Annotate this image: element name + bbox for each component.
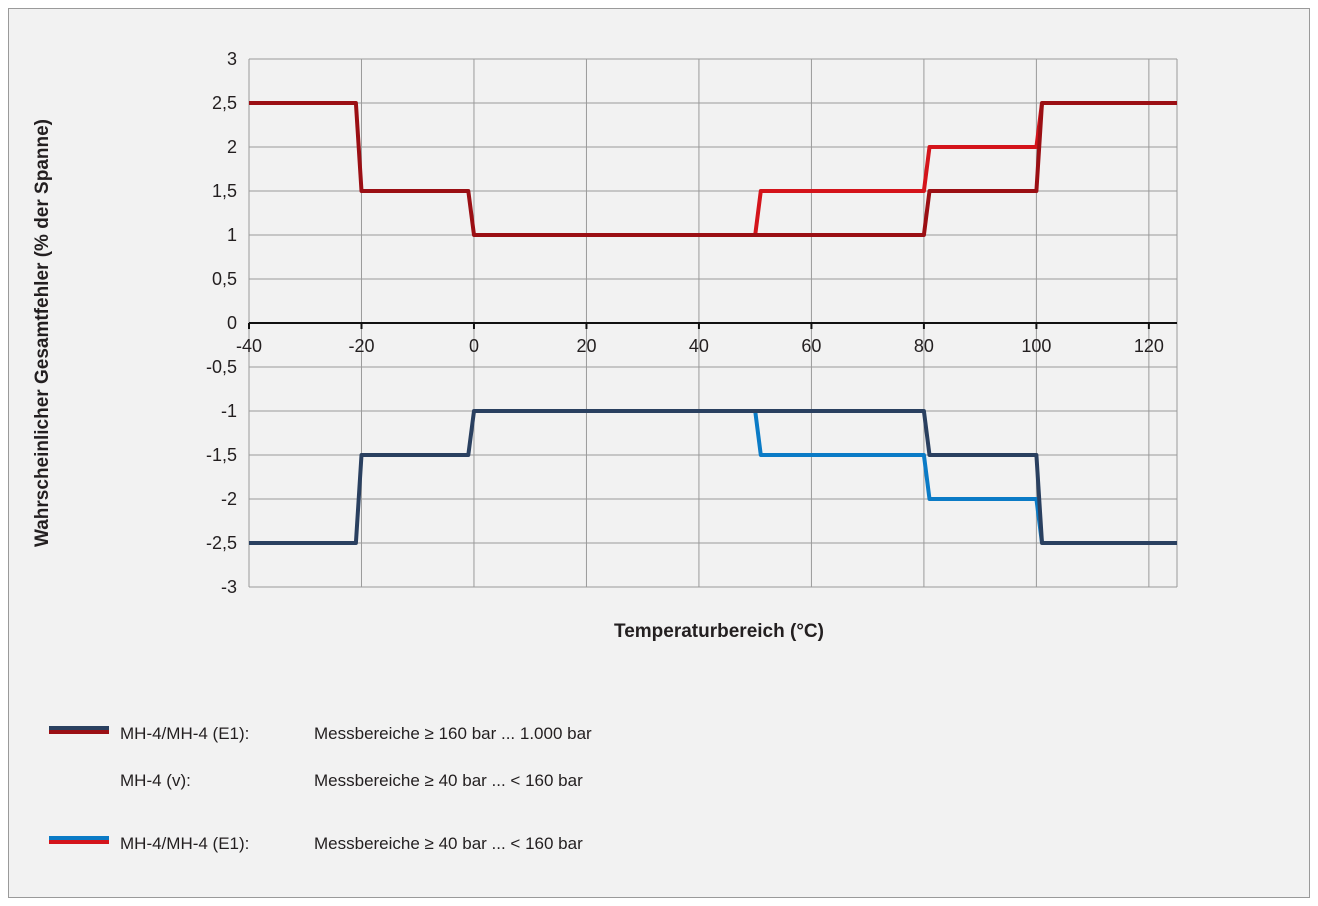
x-tick-label: 120 bbox=[1134, 336, 1164, 356]
y-tick-label: 1 bbox=[227, 225, 237, 245]
legend-label-1: MH-4/MH-4 (E1): bbox=[120, 724, 250, 743]
legend-range-3: Messbereiche ≥ 40 bar ... < 160 bar bbox=[314, 834, 583, 853]
x-axis-title: Temperaturbereich (°C) bbox=[614, 621, 824, 642]
legend-swatch-light bbox=[49, 836, 109, 844]
legend-label-3: MH-4/MH-4 (E1): bbox=[120, 834, 250, 853]
x-tick-label: -40 bbox=[236, 336, 262, 356]
legend-range-2: Messbereiche ≥ 40 bar ... < 160 bar bbox=[314, 771, 583, 790]
x-tick-label: 60 bbox=[801, 336, 821, 356]
y-tick-label: -1,5 bbox=[206, 445, 237, 465]
y-tick-label: -0,5 bbox=[206, 357, 237, 377]
swatch-darkred bbox=[49, 730, 109, 734]
line-chart: 3 2,5 2 1,5 1 0,5 0 -0,5 -1 -1,5 -2 -2,5 -3 -40 -20 0 20… bbox=[32, 49, 1178, 642]
swatch-blue bbox=[49, 836, 109, 840]
x-tick-label: 20 bbox=[576, 336, 596, 356]
y-tick-label: 0 bbox=[227, 313, 237, 333]
x-tick-label: -20 bbox=[348, 336, 374, 356]
y-tick-label: 2 bbox=[227, 137, 237, 157]
swatch-red bbox=[49, 840, 109, 844]
x-tick-label: 100 bbox=[1021, 336, 1051, 356]
series-line-4 bbox=[249, 101, 1177, 237]
y-tick-label: 2,5 bbox=[212, 93, 237, 113]
y-tick-label: -2 bbox=[221, 489, 237, 509]
swatch-navy bbox=[49, 726, 109, 730]
x-tick-label: 0 bbox=[469, 336, 479, 356]
x-tick-label: 80 bbox=[914, 336, 934, 356]
series-line-1 bbox=[753, 410, 1044, 544]
y-tick-label: 0,5 bbox=[212, 269, 237, 289]
x-tick-label: 40 bbox=[689, 336, 709, 356]
y-tick-label: 1,5 bbox=[212, 181, 237, 201]
legend-label-2: MH-4 (v): bbox=[120, 771, 191, 790]
y-tick-label: -3 bbox=[221, 577, 237, 597]
y-tick-label: -2,5 bbox=[206, 533, 237, 553]
series-line-2 bbox=[753, 102, 1044, 236]
legend-swatch-dark bbox=[49, 726, 109, 734]
legend-range-1: Messbereiche ≥ 160 bar ... 1.000 bar bbox=[314, 724, 592, 743]
y-axis-title: Wahrscheinlicher Gesamtfehler (% der Spa… bbox=[32, 119, 53, 547]
y-tick-label: -1 bbox=[221, 401, 237, 421]
chart-panel: 3 2,5 2 1,5 1 0,5 0 -0,5 -1 -1,5 -2 -2,5 -3 -40 -20 0 20… bbox=[8, 8, 1310, 898]
y-tick-label: 3 bbox=[227, 49, 237, 69]
series-line-3 bbox=[249, 409, 1177, 545]
